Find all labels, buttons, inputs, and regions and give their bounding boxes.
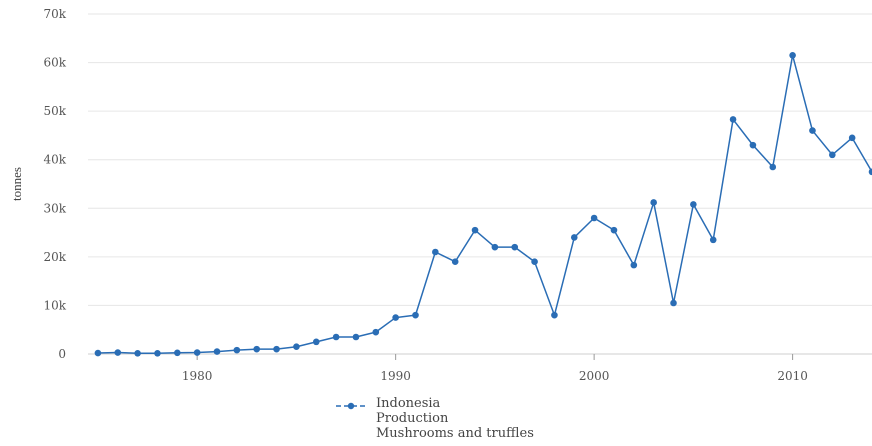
data-point[interactable] bbox=[94, 349, 102, 357]
data-point[interactable] bbox=[848, 134, 856, 142]
y-tick-label: 20k bbox=[43, 250, 66, 264]
data-point[interactable] bbox=[134, 349, 141, 357]
data-point[interactable] bbox=[749, 141, 757, 149]
grid-lines bbox=[88, 13, 872, 355]
legend-swatch bbox=[336, 402, 366, 410]
data-point[interactable] bbox=[630, 261, 638, 269]
series-indonesia-production bbox=[94, 51, 872, 357]
data-point[interactable] bbox=[253, 345, 261, 353]
data-point[interactable] bbox=[233, 346, 241, 354]
x-tick-label: 1990 bbox=[380, 369, 411, 383]
x-tick-label: 2000 bbox=[579, 369, 610, 383]
data-point[interactable] bbox=[332, 333, 340, 341]
legend-label: Indonesia Production Mushrooms and truff… bbox=[376, 396, 534, 441]
data-point[interactable] bbox=[690, 201, 697, 208]
series-line bbox=[97, 54, 872, 355]
legend-line-item: Mushrooms and truffles bbox=[376, 426, 534, 441]
data-point[interactable] bbox=[590, 214, 598, 222]
data-point[interactable] bbox=[312, 338, 320, 346]
data-point[interactable] bbox=[729, 116, 737, 123]
legend[interactable]: Indonesia Production Mushrooms and truff… bbox=[336, 396, 636, 444]
data-point[interactable] bbox=[293, 343, 300, 351]
y-tick-label: 70k bbox=[43, 7, 66, 21]
data-point[interactable] bbox=[511, 243, 519, 251]
data-point[interactable] bbox=[432, 248, 439, 256]
data-point[interactable] bbox=[451, 258, 459, 266]
data-point[interactable] bbox=[650, 199, 657, 206]
data-point[interactable] bbox=[193, 349, 201, 356]
data-point[interactable] bbox=[670, 299, 677, 307]
y-axis-tick-labels: 0 10k 20k 30k 40k 50k 60k 70k bbox=[43, 7, 66, 361]
data-point[interactable] bbox=[868, 168, 872, 176]
data-point[interactable] bbox=[610, 226, 618, 234]
data-point[interactable] bbox=[273, 345, 280, 353]
x-tick-label: 2010 bbox=[777, 369, 808, 383]
data-point[interactable] bbox=[551, 311, 558, 319]
data-point[interactable] bbox=[352, 333, 360, 341]
y-tick-label: 50k bbox=[43, 104, 66, 118]
data-point[interactable] bbox=[769, 163, 777, 171]
y-tick-label: 30k bbox=[43, 201, 66, 215]
legend-line-element: Production bbox=[376, 411, 449, 426]
data-point[interactable] bbox=[372, 328, 380, 336]
y-tick-label: 0 bbox=[58, 347, 66, 361]
data-point[interactable] bbox=[829, 151, 836, 159]
x-axis-tick-labels: 1980 1990 2000 2010 bbox=[182, 354, 808, 383]
y-tick-label: 10k bbox=[43, 298, 66, 312]
data-point[interactable] bbox=[531, 258, 538, 266]
data-point[interactable] bbox=[392, 314, 399, 321]
data-point[interactable] bbox=[570, 234, 578, 241]
data-point[interactable] bbox=[213, 348, 221, 355]
y-axis-label: tonnes bbox=[9, 167, 24, 201]
data-point[interactable] bbox=[114, 349, 122, 356]
y-tick-label: 40k bbox=[43, 153, 66, 167]
y-tick-label: 60k bbox=[43, 56, 66, 70]
data-point[interactable] bbox=[809, 127, 816, 134]
data-point[interactable] bbox=[471, 226, 479, 234]
data-point[interactable] bbox=[154, 349, 161, 357]
data-point[interactable] bbox=[709, 236, 717, 244]
data-point[interactable] bbox=[174, 349, 181, 357]
x-tick-label: 1980 bbox=[182, 369, 213, 383]
data-point[interactable] bbox=[789, 51, 796, 59]
data-point[interactable] bbox=[491, 243, 499, 251]
legend-line-country: Indonesia bbox=[376, 396, 441, 411]
data-point[interactable] bbox=[412, 311, 419, 319]
